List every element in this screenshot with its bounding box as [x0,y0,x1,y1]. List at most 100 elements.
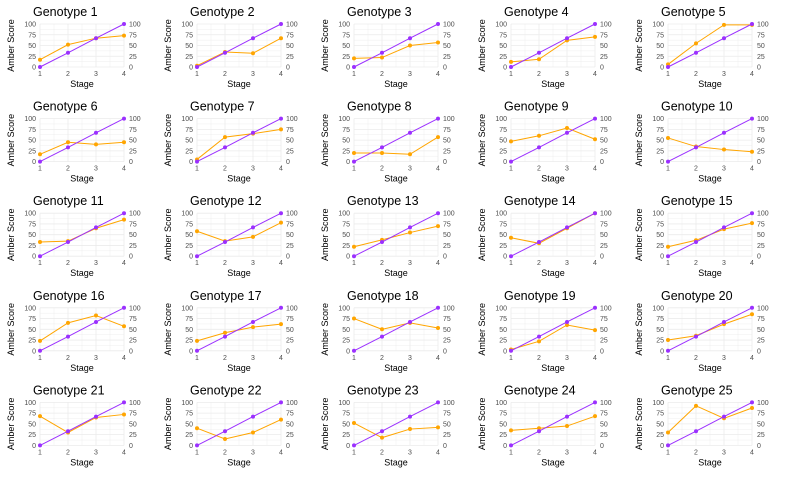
y2-tick-label: 50 [443,421,451,428]
reference-series-point [380,240,384,245]
panel-genotype-7: Genotype 7 0 25 50 75 100 0 25 50 75 100 1 2 3 4 Stage A… [163,100,298,184]
reference-series-point [408,414,412,419]
x-tick-label: 2 [380,166,384,173]
y2-tick-label: 100 [443,305,455,312]
genotype-series-point [436,224,440,229]
y-tick-label: 75 [28,411,36,418]
y-tick-label: 100 [24,22,36,29]
reference-series-point [537,145,541,150]
y-tick-label: 25 [342,54,350,61]
y2-tick-label: 100 [443,22,455,29]
x-tick-label: 1 [38,449,42,456]
genotype-series-line [510,127,596,142]
y-tick-label: 0 [503,348,507,355]
y-tick-label: 0 [189,254,193,261]
x-tick-label: 2 [694,71,698,78]
y2-tick-label: 100 [600,305,612,312]
y-tick-label: 75 [499,32,507,39]
y2-tick-label: 50 [443,138,451,145]
y2-tick-label: 0 [757,254,761,261]
x-tick-label: 1 [352,260,356,267]
x-tick-label: 3 [251,355,255,362]
x-tick-label: 2 [66,260,70,267]
y-tick-label: 75 [342,127,350,134]
y2-tick-label: 0 [286,443,290,450]
reference-series-point [666,65,670,69]
x-tick-label: 3 [565,71,569,78]
reference-series-point [593,116,597,121]
genotype-series-point [251,325,255,330]
reference-series-line [196,212,282,257]
genotype-series-point [380,55,384,60]
panel-genotype-8: Genotype 8 0 25 50 75 100 0 25 50 75 100 1 2 3 4 Stage A… [320,100,455,184]
y-tick-label: 0 [189,348,193,355]
genotype-series-point [565,424,569,429]
y-tick-label: 50 [185,43,193,50]
y2-tick-label: 0 [129,254,133,261]
y-tick-label: 0 [32,254,36,261]
genotype-series-point [122,140,126,145]
y2-tick-label: 50 [757,138,765,145]
y2-tick-label: 75 [443,316,451,323]
y-tick-label: 25 [185,338,193,345]
genotype-series-point [251,430,255,435]
y2-tick-label: 50 [286,43,294,50]
x-axis-label: Stage [384,457,408,467]
y2-tick-label: 25 [129,432,137,439]
x-tick-label: 3 [408,355,412,362]
reference-series-point [565,319,569,324]
panel-genotype-17: Genotype 17 0 25 50 75 100 0 25 50 75 100 1 2 3 4 Stage… [163,289,298,373]
reference-series-point [195,348,199,353]
y-axis-label: Amber Score [634,303,644,356]
x-tick-label: 3 [251,166,255,173]
genotype-series-point [251,51,255,56]
reference-series-point [94,36,98,41]
genotype-series-point [593,414,597,419]
genotype-series-point [122,217,126,222]
y2-tick-label: 75 [286,411,294,418]
y-axis-label: Amber Score [634,208,644,261]
reference-series-point [722,414,726,419]
reference-series-line [353,118,439,163]
y2-tick-label: 50 [757,232,765,239]
reference-series-point [251,319,255,324]
reference-series-point [66,50,70,55]
genotype-series-point [352,316,356,321]
y2-tick-label: 100 [600,211,612,218]
x-tick-label: 2 [66,71,70,78]
genotype-series-point [509,139,513,144]
x-tick-label: 1 [38,260,42,267]
x-tick-label: 4 [750,166,754,173]
genotype-series-line [196,128,282,160]
y2-tick-label: 0 [600,443,604,450]
genotype-series-point [279,36,283,41]
y-tick-label: 25 [499,54,507,61]
genotype-series-point [537,133,541,138]
y2-tick-label: 50 [129,232,137,239]
reference-series-point [251,225,255,230]
reference-series-point [750,400,754,405]
y-tick-label: 75 [342,32,350,39]
y2-tick-label: 0 [129,159,133,166]
y-tick-label: 0 [346,159,350,166]
genotype-series-point [509,59,513,64]
y-tick-label: 25 [656,243,664,250]
y-tick-label: 75 [656,221,664,228]
genotype-series-point [750,312,754,317]
y2-tick-label: 100 [443,116,455,123]
reference-series-line [667,307,753,352]
reference-series-point [94,130,98,135]
y2-tick-label: 0 [443,65,447,72]
genotype-series-line [510,415,596,431]
reference-series-line [510,118,596,163]
y-tick-label: 75 [28,316,36,323]
genotype-series-point [694,403,698,408]
x-tick-label: 2 [380,71,384,78]
genotype-series-line [353,225,439,248]
x-tick-label: 4 [436,449,440,456]
panel-genotype-21: Genotype 21 0 25 50 75 100 0 25 50 75 100 1 2 3 4 Stage… [6,383,141,467]
reference-series-point [408,319,412,324]
y-axis-label: Amber Score [163,19,173,72]
reference-series-point [750,211,754,216]
